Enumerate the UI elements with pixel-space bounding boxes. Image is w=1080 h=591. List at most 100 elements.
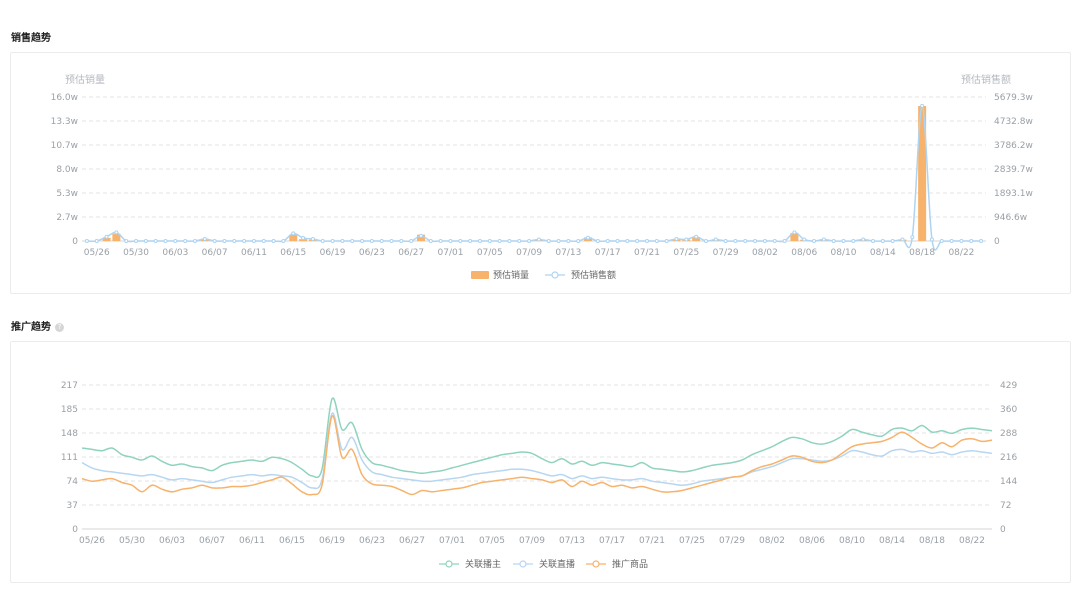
sales-amount-point <box>821 237 826 242</box>
promo-series-line <box>81 415 993 496</box>
sales-amount-point <box>360 239 365 243</box>
y-tick-right: 72 <box>1000 501 1011 511</box>
sales-amount-point <box>517 239 522 243</box>
sales-amount-point <box>792 230 797 235</box>
y-tick-left: 5.3w <box>56 189 78 199</box>
x-tick: 08/10 <box>831 248 857 258</box>
sales-amount-point <box>163 239 168 243</box>
sales-amount-point <box>772 239 777 243</box>
sales-amount-point <box>291 231 296 236</box>
sales-amount-point <box>900 237 905 242</box>
x-tick: 07/17 <box>599 536 625 546</box>
y-tick-right: 0 <box>1000 525 1006 535</box>
sales-amount-point <box>84 239 89 243</box>
x-tick: 06/11 <box>239 536 265 546</box>
sales-volume-bar <box>112 233 121 241</box>
sales-amount-point <box>251 239 256 243</box>
legend-line-dot <box>592 560 600 568</box>
x-tick: 07/01 <box>438 248 464 258</box>
legend-label: 关联播主 <box>465 558 501 570</box>
sales-amount-point <box>340 239 345 243</box>
sales-amount-point <box>173 239 178 243</box>
sales-volume-bar <box>102 237 111 241</box>
sales-amount-point <box>969 239 974 243</box>
y-tick-left: 148 <box>61 429 78 439</box>
y-tick-right: 2839.7w <box>994 165 1033 175</box>
sales-amount-point <box>831 239 836 243</box>
y-tick-right: 946.6w <box>994 213 1027 223</box>
x-tick: 06/15 <box>279 536 305 546</box>
sales-volume-bar <box>790 232 799 241</box>
sales-amount-point <box>654 239 659 243</box>
legend-label: 关联直播 <box>539 558 575 570</box>
promo-series-line <box>81 412 993 490</box>
sales-amount-point <box>635 239 640 243</box>
sales-amount-point <box>880 239 885 243</box>
sales-amount-point <box>507 239 512 243</box>
sales-amount-point <box>910 235 915 240</box>
question-circle-icon[interactable]: ? <box>55 322 64 332</box>
x-tick: 08/06 <box>791 248 817 258</box>
sales-amount-point <box>222 239 227 243</box>
y-tick-left: 0 <box>72 525 78 535</box>
y-tick-left: 185 <box>61 405 78 415</box>
sales-amount-point <box>625 239 630 243</box>
sales-amount-point <box>350 239 355 243</box>
sales-amount-point <box>183 239 188 243</box>
x-tick: 06/15 <box>280 248 306 258</box>
y-tick-left: 10.7w <box>51 141 78 151</box>
x-tick: 07/09 <box>516 248 542 258</box>
x-tick: 06/27 <box>398 248 424 258</box>
promo-chart: 0 0 37 72 74 144 111 216 148 288 185 360 217 429 05/26… <box>61 381 1018 570</box>
sales-volume-bar <box>299 239 308 241</box>
y-tick-right: 3786.2w <box>994 141 1033 151</box>
y-tick-left: 111 <box>61 453 78 463</box>
sales-section-title: 销售趋势 <box>11 29 51 44</box>
x-tick: 07/09 <box>519 536 545 546</box>
sales-amount-point <box>193 239 197 243</box>
sales-amount-point <box>743 239 748 243</box>
y-tick-right: 5679.3w <box>994 93 1033 103</box>
x-tick: 07/25 <box>679 536 705 546</box>
sales-amount-point <box>939 239 944 243</box>
sales-amount-point <box>232 239 237 243</box>
y-tick-left: 217 <box>61 381 78 391</box>
sales-title-text: 销售趋势 <box>11 33 51 44</box>
sales-amount-point <box>202 236 207 241</box>
sales-volume-bar <box>289 234 298 241</box>
x-tick: 07/21 <box>634 248 660 258</box>
sales-amount-point <box>753 239 758 243</box>
x-tick: 08/10 <box>839 536 865 546</box>
sales-amount-point <box>477 239 482 243</box>
sales-amount-point <box>841 239 846 243</box>
y-tick-right: 216 <box>1000 453 1017 463</box>
x-tick: 06/19 <box>319 536 345 546</box>
sales-amount-point <box>586 235 591 240</box>
sales-amount-point <box>929 237 934 242</box>
y-tick-right: 429 <box>1000 381 1017 391</box>
legend-label: 预估销量 <box>493 269 529 281</box>
x-tick: 07/05 <box>477 248 503 258</box>
right-axis-label: 预估销售额 <box>961 73 1011 86</box>
sales-amount-point <box>448 239 453 243</box>
sales-amount-point <box>409 239 414 243</box>
x-tick: 08/02 <box>752 248 778 258</box>
y-tick-right: 144 <box>1000 477 1017 487</box>
x-tick: 08/18 <box>919 536 945 546</box>
legend-bar-marker <box>471 271 489 279</box>
x-tick: 06/07 <box>199 536 225 546</box>
sales-amount-point <box>723 239 728 243</box>
sales-amount-point <box>242 239 247 243</box>
sales-amount-point <box>310 236 315 241</box>
sales-amount-point <box>733 239 738 243</box>
x-tick: 06/07 <box>202 248 228 258</box>
sales-amount-point <box>212 239 217 243</box>
sales-amount-point <box>949 239 954 243</box>
y-tick-right: 0 <box>994 237 1000 247</box>
sales-volume-bar <box>692 236 701 241</box>
x-tick: 08/18 <box>909 248 935 258</box>
promo-section-title: 推广趋势? <box>11 318 64 333</box>
legend-label: 推广商品 <box>612 558 648 570</box>
y-tick-left: 13.3w <box>51 117 78 127</box>
sales-amount-point <box>546 239 551 243</box>
